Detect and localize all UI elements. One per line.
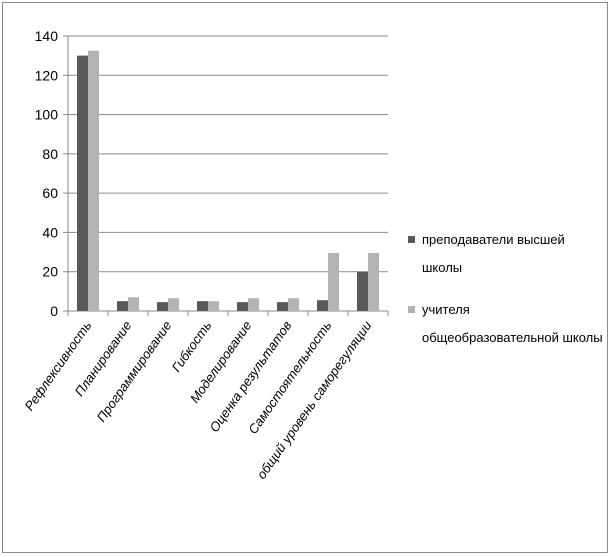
y-tick-label: 80 <box>42 146 58 162</box>
legend-swatch <box>408 306 415 313</box>
chart-frame <box>2 2 608 553</box>
y-tick-label: 120 <box>35 67 59 83</box>
bar-1 <box>277 302 288 311</box>
y-tick-label: 140 <box>35 28 59 44</box>
y-tick-label: 20 <box>42 264 58 280</box>
bar-1 <box>237 302 248 311</box>
legend-label: преподаватели высшей <box>422 232 565 247</box>
bar-1 <box>357 271 368 311</box>
y-axis: 0 20 40 60 80 100 120 140 <box>35 28 69 319</box>
legend-label: учителя <box>422 302 470 317</box>
bar-1 <box>157 302 168 311</box>
legend-swatch <box>408 236 415 243</box>
bar-2 <box>208 301 219 311</box>
bar-1 <box>77 55 88 312</box>
y-tick-label: 40 <box>42 224 58 240</box>
bar-1 <box>317 300 328 311</box>
bar-2 <box>288 298 299 311</box>
y-tick-label: 100 <box>35 107 59 123</box>
bar-2 <box>328 253 339 311</box>
bar-2 <box>88 50 99 311</box>
x-tick-label: Программирование <box>94 318 175 425</box>
bars <box>77 50 379 312</box>
legend: преподаватели высшей школы учителя общеобра… <box>408 232 603 345</box>
x-axis: РефлексивностьПланированиеПрограммирован… <box>21 311 389 482</box>
bar-1 <box>117 301 128 311</box>
y-tick-label: 60 <box>42 185 58 201</box>
y-tick-label: 0 <box>50 303 58 319</box>
bar-2 <box>168 298 179 311</box>
bar-2 <box>368 253 379 311</box>
bar-2 <box>128 297 139 311</box>
gridlines <box>68 35 388 312</box>
legend-label-cont: общеобразовательной школы <box>422 330 603 345</box>
bar-2 <box>248 298 259 311</box>
bar-1 <box>197 301 208 311</box>
legend-label-cont: школы <box>422 260 462 275</box>
